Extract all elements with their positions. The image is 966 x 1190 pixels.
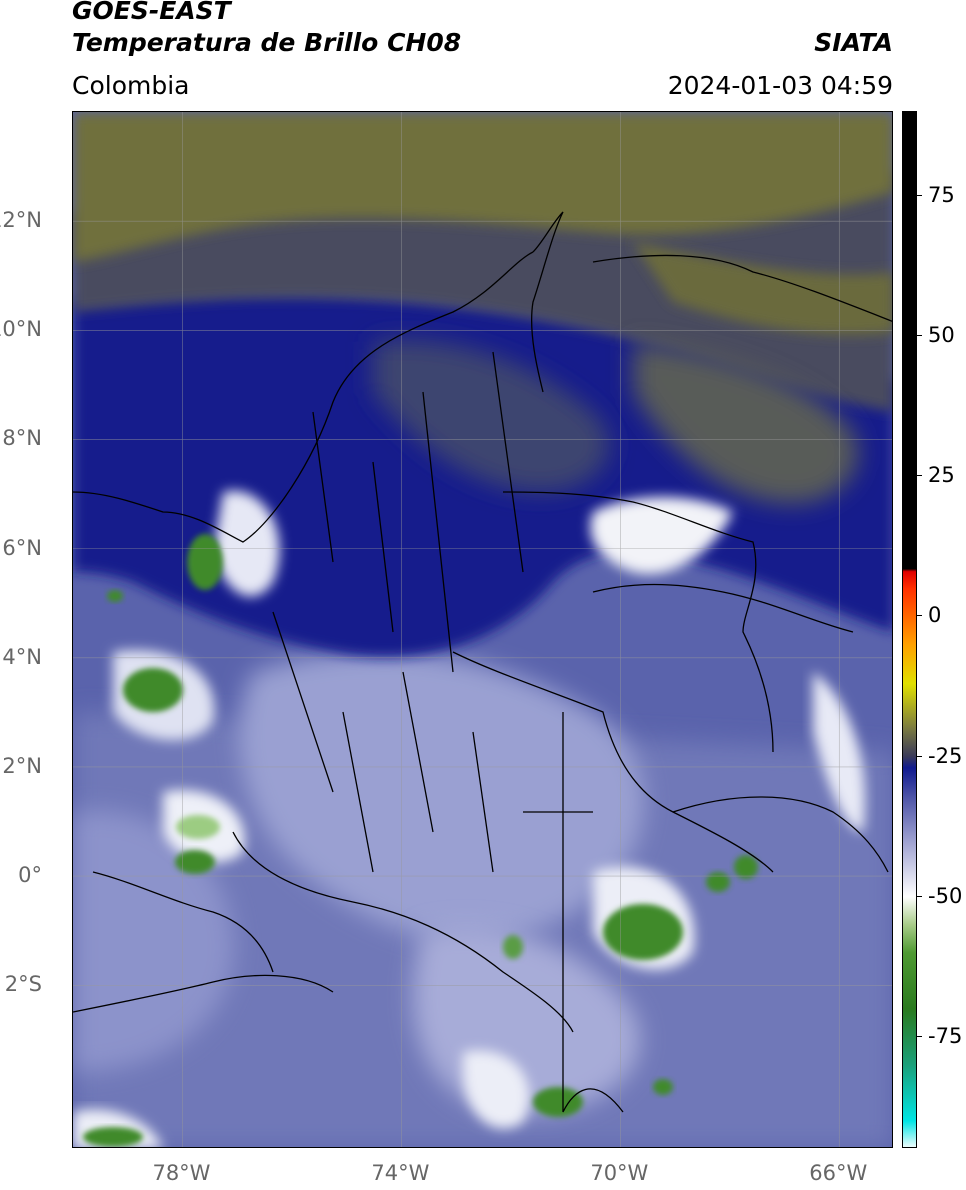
borders <box>73 211 892 1113</box>
guajira-coast <box>530 211 564 393</box>
cloud-core-6 <box>706 872 730 892</box>
x-tick-label: 74°W <box>371 1161 430 1185</box>
gray-inland <box>373 340 610 492</box>
cloud-core-10 <box>503 935 523 959</box>
colorbar-tick-label: 25 <box>928 463 955 488</box>
colorbar <box>902 111 917 1148</box>
cloud-core-9 <box>83 1127 143 1147</box>
department-borders <box>272 351 593 873</box>
colorbar-tick-mark <box>917 895 922 897</box>
olive-band <box>73 112 892 262</box>
colorbar-tick-mark <box>917 195 922 197</box>
lavender-wash <box>239 651 644 942</box>
olive-patch-east <box>633 242 892 335</box>
venezuela-border-south <box>452 651 774 873</box>
y-tick-label: 2°S <box>4 972 42 997</box>
brazil-border <box>562 712 624 1113</box>
coastline-caribbean <box>73 251 534 543</box>
venezuela-coast <box>592 254 892 322</box>
graticule <box>73 112 892 1147</box>
venezuela-border <box>502 491 774 753</box>
satellite-map <box>72 111 893 1148</box>
x-tick-label: 66°W <box>809 1161 868 1185</box>
cloud-white-2 <box>213 490 280 597</box>
cloud-core-8 <box>533 1087 583 1117</box>
datetime-label: 2024-01-03 04:59 <box>667 71 893 100</box>
title-line2: Temperatura de Brillo CH08 <box>72 28 462 57</box>
x-tick-label: 70°W <box>590 1161 649 1185</box>
y-tick-label: 2°N <box>2 753 42 778</box>
title-line1: GOES-EAST <box>72 0 231 25</box>
cloud-core-1 <box>187 534 223 590</box>
satellite-map-svg <box>73 112 892 1147</box>
y-tick-label: 0° <box>18 863 42 888</box>
y-tick-label: 8°N <box>2 426 42 451</box>
colorbar-tick-mark <box>917 335 922 337</box>
cloud-core-4 <box>176 815 220 839</box>
peru-border <box>73 974 334 1013</box>
gray-east <box>633 342 859 504</box>
cloud-white-7 <box>463 1050 530 1129</box>
guyana-border <box>672 796 889 873</box>
cloud-core-3 <box>175 850 215 874</box>
y-tick-label: 10°N <box>0 317 42 342</box>
colorbar-tick-label: 50 <box>928 323 955 348</box>
colorbar-tick-label: 0 <box>928 603 942 628</box>
colorbar-svg <box>903 112 916 1147</box>
colorbar-tick-label: -25 <box>928 743 963 768</box>
colorbar-tick-label: -50 <box>928 883 963 908</box>
colorbar-tick-label: 75 <box>928 183 955 208</box>
cloud-core-11 <box>653 1079 673 1095</box>
agency-label: SIATA <box>814 28 893 57</box>
region-label: Colombia <box>72 71 190 100</box>
colorbar-tick-label: -75 <box>928 1023 963 1048</box>
ecuador-peru-border <box>232 831 574 1033</box>
x-tick-label: 78°W <box>152 1161 211 1185</box>
cloud-core-2 <box>123 668 183 712</box>
colorbar-fill <box>903 112 916 1147</box>
y-tick-label: 6°N <box>2 535 42 560</box>
colorbar-tick-mark <box>917 1035 922 1037</box>
colorbar-tick-mark <box>917 615 922 617</box>
ecuador-border <box>92 871 274 973</box>
orinoco-border <box>592 583 854 633</box>
y-tick-label: 4°N <box>2 644 42 669</box>
cloud-core-12 <box>107 590 123 602</box>
colorbar-tick-mark <box>917 475 922 477</box>
cloud-core-7 <box>734 855 758 879</box>
cloud-white-1 <box>590 497 733 574</box>
colorbar-tick-mark <box>917 755 922 757</box>
cloud-core-5 <box>603 904 683 960</box>
y-tick-label: 12°N <box>0 208 42 233</box>
